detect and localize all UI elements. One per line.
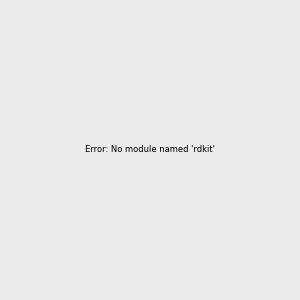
Text: Error: No module named 'rdkit': Error: No module named 'rdkit' — [85, 146, 215, 154]
